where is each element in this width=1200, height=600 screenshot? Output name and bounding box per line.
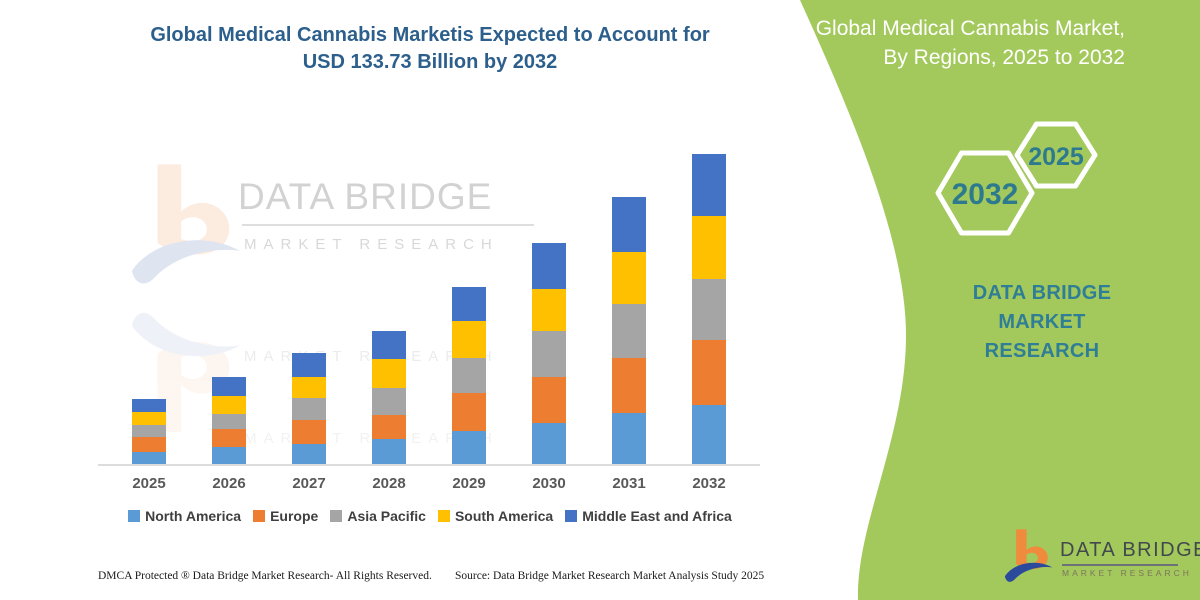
x-axis-tick-label: 2029 bbox=[452, 475, 486, 492]
chart-title-line1: Global Medical Cannabis Marketis Expecte… bbox=[150, 24, 710, 46]
x-axis-tick-label: 2025 bbox=[132, 475, 166, 492]
x-axis-tick-label: 2028 bbox=[372, 475, 406, 492]
bar-segment bbox=[372, 387, 406, 416]
side-panel-brand-line1: DATA BRIDGE MARKET bbox=[972, 282, 1112, 333]
bar-2030 bbox=[532, 242, 566, 465]
bar-segment bbox=[692, 215, 726, 280]
bar-segment bbox=[452, 430, 486, 465]
data-bridge-logo-rule bbox=[1062, 564, 1178, 566]
chart-title: Global Medical Cannabis Marketis Expecte… bbox=[90, 22, 770, 76]
side-panel-title: Global Medical Cannabis Market, By Regio… bbox=[765, 14, 1125, 72]
hexagon-2025-label: 2025 bbox=[1028, 143, 1084, 171]
bar-segment bbox=[452, 358, 486, 394]
data-bridge-logo-sub: MARKET RESEARCH bbox=[1062, 568, 1192, 578]
bar-segment bbox=[212, 429, 246, 448]
bar-segment bbox=[532, 376, 566, 423]
legend-item: Europe bbox=[253, 508, 318, 524]
legend-item: North America bbox=[128, 508, 241, 524]
bar-segment bbox=[132, 436, 166, 453]
hexagon-2025 bbox=[1014, 121, 1098, 189]
bar-segment bbox=[292, 376, 326, 399]
side-panel-brand: DATA BRIDGE MARKET RESEARCH bbox=[929, 279, 1155, 366]
hexagon-2032-label: 2032 bbox=[952, 178, 1019, 211]
side-panel-shape bbox=[800, 0, 1200, 600]
bar-2031 bbox=[612, 197, 646, 465]
bar-segment bbox=[132, 412, 166, 426]
plot-area bbox=[90, 140, 770, 465]
bar-segment bbox=[692, 154, 726, 216]
bar-segment bbox=[532, 422, 566, 465]
bar-2025 bbox=[132, 398, 166, 465]
bar-2032 bbox=[692, 154, 726, 465]
bar-segment bbox=[372, 358, 406, 388]
side-panel-background: 2032 2025 bbox=[800, 0, 1200, 600]
x-axis-tick-label: 2032 bbox=[692, 475, 726, 492]
x-axis-tick-label: 2030 bbox=[532, 475, 566, 492]
bar-segment bbox=[292, 420, 326, 444]
bar-segment bbox=[212, 377, 246, 396]
side-panel-title-line1: Global Medical Cannabis Market, bbox=[815, 17, 1125, 40]
legend-item: Middle East and Africa bbox=[565, 508, 732, 524]
footer-source: Source: Data Bridge Market Research Mark… bbox=[455, 570, 765, 582]
bar-segment bbox=[132, 398, 166, 413]
bar-segment bbox=[212, 395, 246, 415]
data-bridge-logo-icon bbox=[1004, 529, 1053, 582]
legend-swatch bbox=[128, 510, 141, 522]
bar-segment bbox=[292, 443, 326, 465]
legend-swatch bbox=[253, 510, 266, 522]
chart-legend: North America Europe Asia Pacific South Ame… bbox=[85, 508, 775, 524]
legend-label: Middle East and Africa bbox=[582, 508, 732, 524]
bar-segment bbox=[532, 330, 566, 377]
bar-segment bbox=[532, 242, 566, 290]
bar-2029 bbox=[452, 287, 486, 465]
x-axis-tick-label: 2031 bbox=[612, 475, 646, 492]
bar-segment bbox=[452, 287, 486, 322]
bar-segment bbox=[212, 447, 246, 465]
x-axis-tick-label: 2026 bbox=[212, 475, 246, 492]
legend-swatch bbox=[330, 510, 343, 522]
x-axis-line bbox=[98, 464, 760, 466]
legend-swatch bbox=[437, 510, 450, 522]
legend-item: Asia Pacific bbox=[330, 508, 426, 524]
bar-segment bbox=[212, 414, 246, 430]
bar-segment bbox=[692, 405, 726, 465]
legend-label: South America bbox=[454, 508, 554, 524]
hexagon-2032 bbox=[935, 150, 1035, 236]
bar-segment bbox=[612, 413, 646, 465]
bar-segment bbox=[692, 339, 726, 405]
bar-segment bbox=[132, 425, 166, 437]
bar-2028 bbox=[372, 330, 406, 465]
bar-segment bbox=[452, 321, 486, 359]
bar-segment bbox=[692, 279, 726, 340]
bar-2027 bbox=[292, 352, 326, 465]
x-axis-tick-label: 2027 bbox=[292, 475, 326, 492]
x-axis-labels: 2025 2026 2027 2028 2029 2030 2031 2032 bbox=[90, 475, 770, 497]
side-panel-title-line2: By Regions, 2025 to 2032 bbox=[883, 46, 1125, 69]
bar-segment bbox=[292, 352, 326, 377]
bar-segment bbox=[612, 304, 646, 359]
legend-label: Europe bbox=[270, 508, 319, 524]
bar-segment bbox=[452, 393, 486, 431]
legend-label: North America bbox=[145, 508, 242, 524]
bar-segment bbox=[132, 452, 166, 465]
bar-segment bbox=[532, 289, 566, 331]
bar-segment bbox=[292, 398, 326, 421]
bar-segment bbox=[372, 330, 406, 359]
footer-copyright: DMCA Protected ® Data Bridge Market Rese… bbox=[98, 570, 432, 582]
chart-title-line2: USD 133.73 Billion by 2032 bbox=[302, 51, 558, 73]
bar-segment bbox=[612, 197, 646, 253]
bar-segment bbox=[612, 358, 646, 414]
bar-2026 bbox=[212, 377, 246, 465]
data-bridge-logo-name: DATA BRIDGE bbox=[1060, 539, 1200, 561]
bar-segment bbox=[612, 252, 646, 305]
side-panel-brand-line2: RESEARCH bbox=[984, 340, 1100, 362]
legend-item: South America bbox=[437, 508, 554, 524]
legend-swatch bbox=[565, 510, 578, 522]
bar-segment bbox=[372, 415, 406, 439]
legend-label: Asia Pacific bbox=[347, 508, 426, 524]
bar-segment bbox=[372, 438, 406, 465]
